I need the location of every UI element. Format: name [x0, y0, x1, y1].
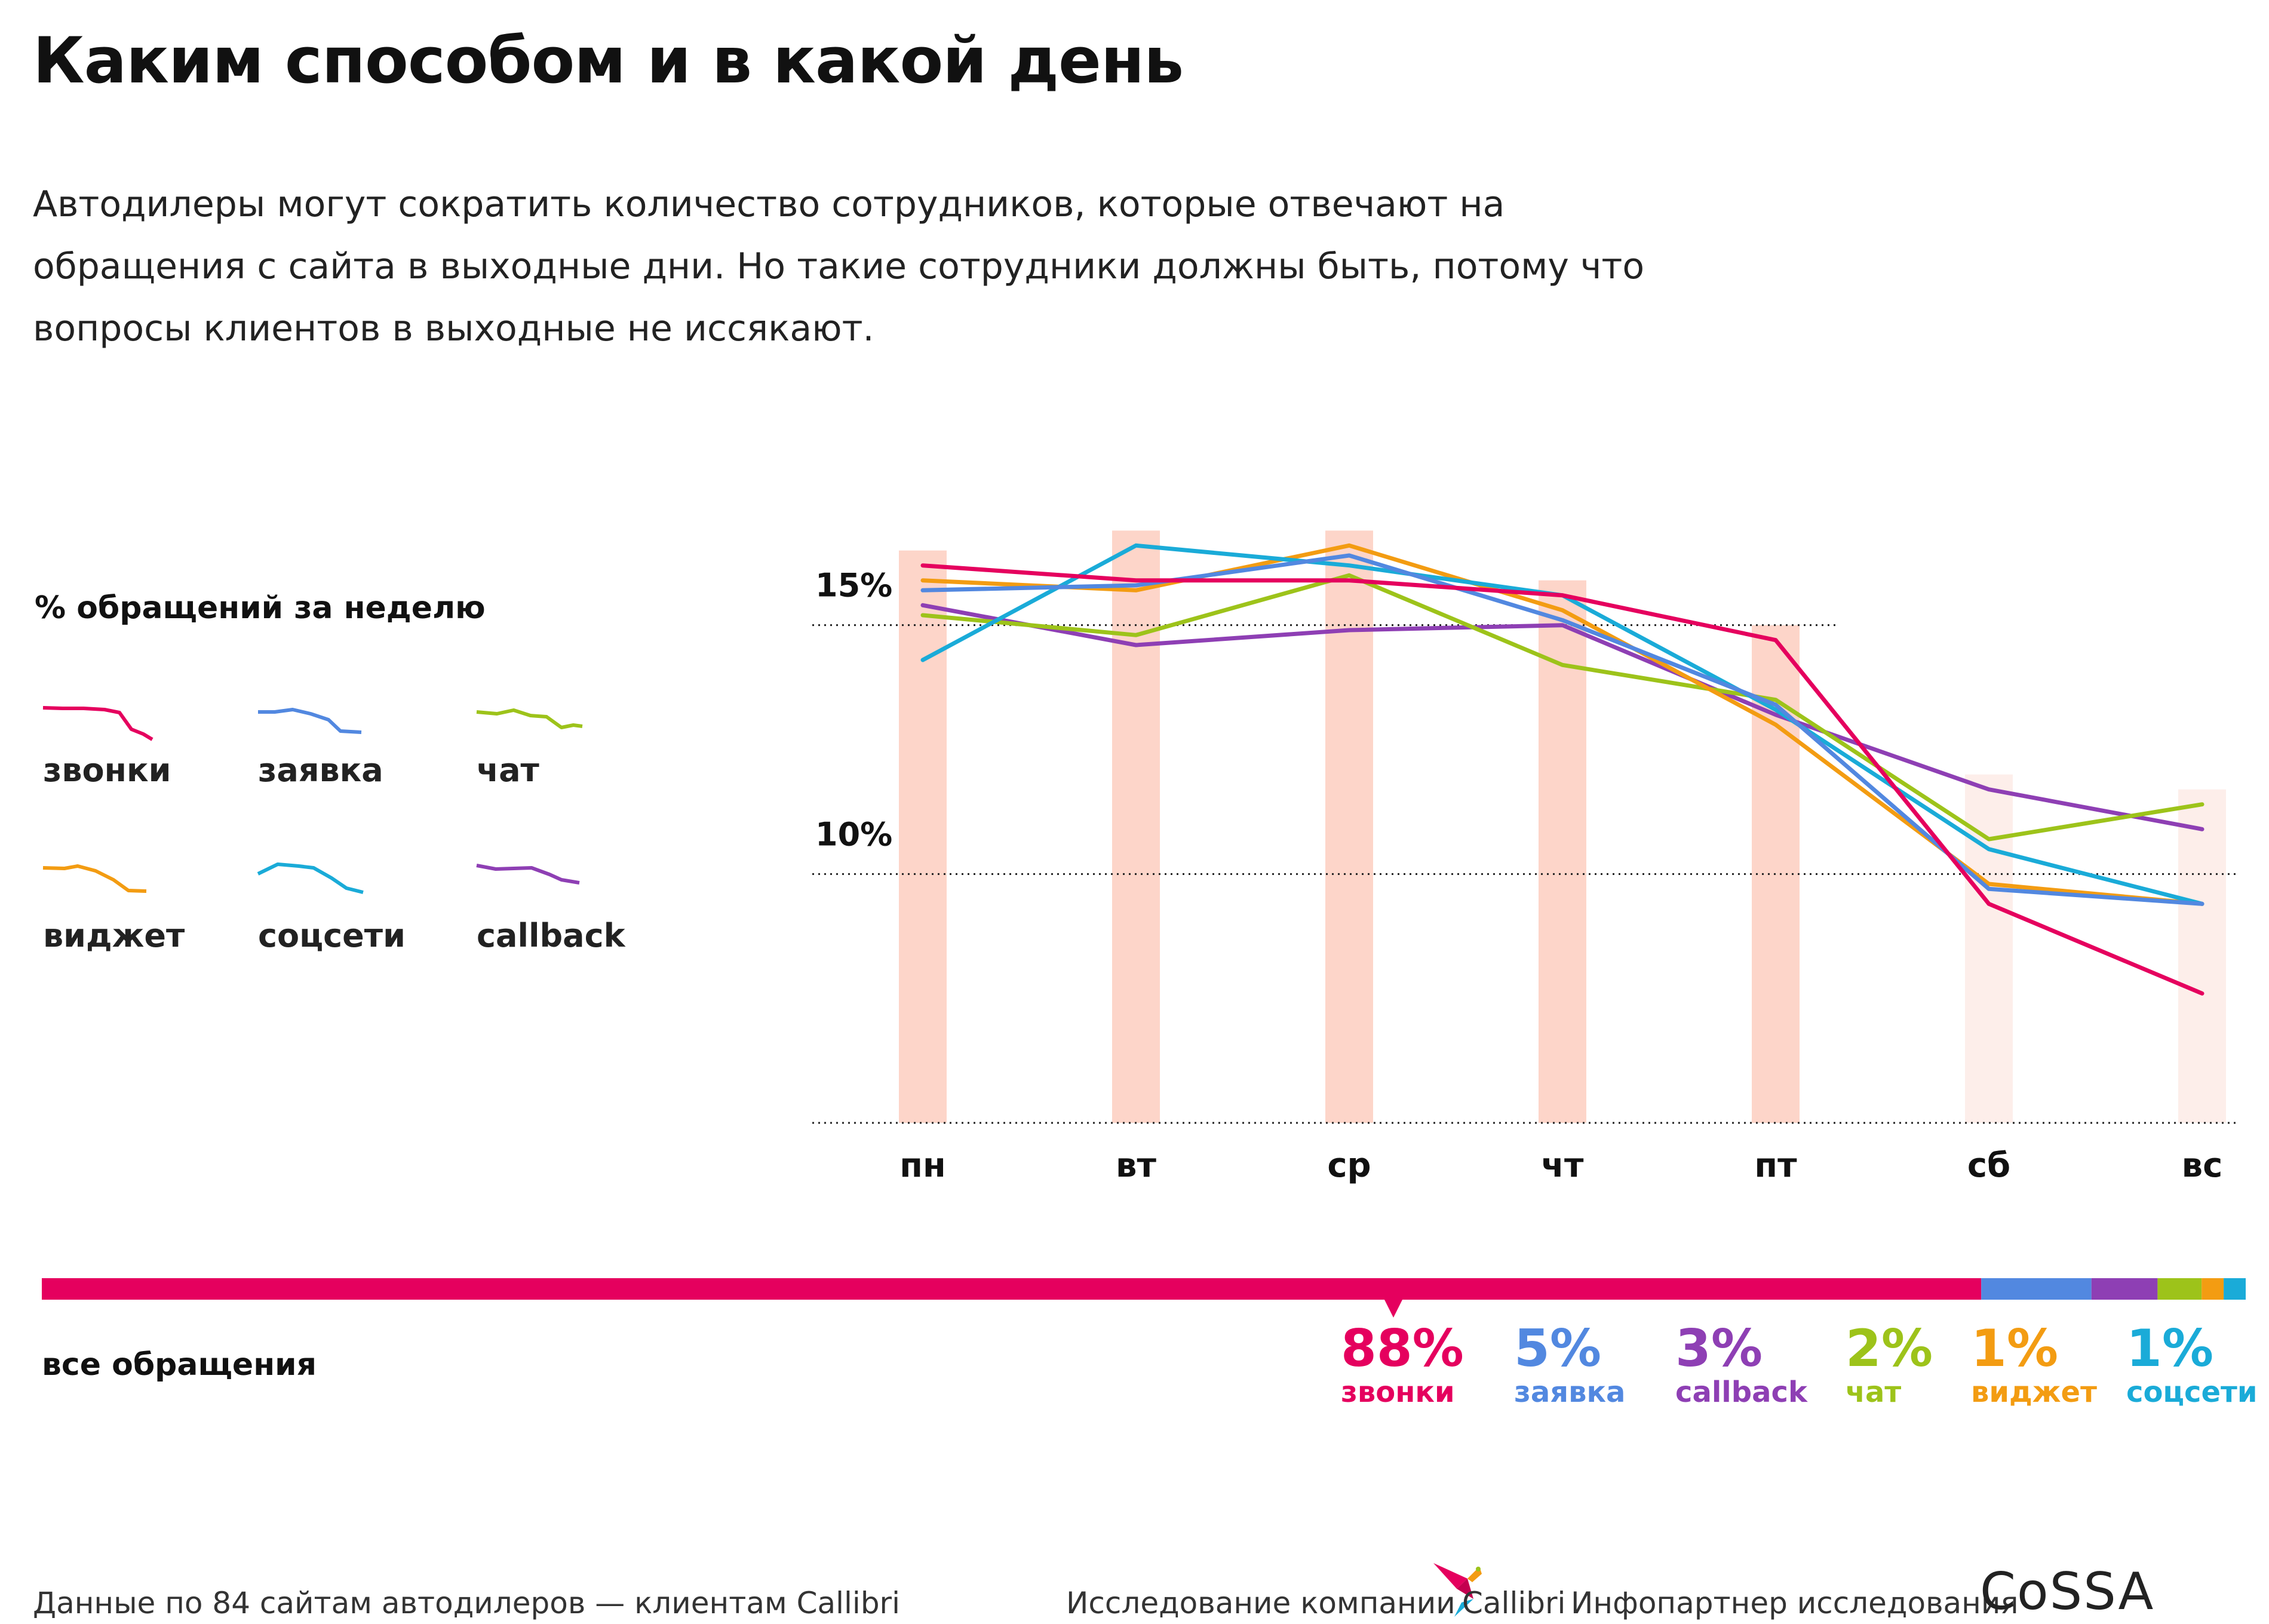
share-label: все обращения	[42, 1347, 317, 1383]
share-item-vidzhet: 1% виджет	[1971, 1323, 2097, 1407]
x-tick-label-1: вт	[1116, 1146, 1156, 1185]
legend-sparkline-zayavka	[258, 708, 362, 734]
grid-lines: 15% 10%	[812, 567, 2237, 1124]
y-tick-label-10: 10%	[815, 815, 892, 853]
share-name-callback: callback	[1675, 1376, 1807, 1409]
footer-partner: Инфопартнер исследования	[1571, 1586, 2019, 1620]
highlight-bars	[899, 530, 2226, 1123]
x-tick-label-4: пт	[1754, 1146, 1797, 1185]
day-highlight-bar-1	[1112, 530, 1160, 1123]
legend-label-callback: callback	[477, 917, 625, 954]
share-name-zvonki: звонки	[1341, 1376, 1455, 1409]
series-line-1	[920, 553, 2204, 906]
legend-label-chat: чат	[477, 751, 539, 789]
share-segment-0	[42, 1278, 1982, 1300]
legend-label-vidzhet: виджет	[43, 917, 185, 954]
legend-label-sotsseti: соцсети	[258, 917, 406, 954]
share-item-callback: 3% callback	[1675, 1323, 1807, 1407]
share-pct-zvonki: 88%	[1341, 1319, 1464, 1379]
share-item-zvonki: 88% звонки	[1341, 1323, 1464, 1407]
share-pointer	[1384, 1300, 1402, 1318]
legend-sparkline-callback	[476, 864, 580, 885]
share-bar	[42, 1278, 2246, 1318]
legend-sparkline-sotsseti	[257, 862, 364, 894]
share-name-zayavka: заявка	[1514, 1376, 1626, 1409]
share-pct-callback: 3%	[1675, 1319, 1763, 1379]
share-pct-zayavka: 5%	[1514, 1319, 1602, 1379]
legend-sparkline-vidzhet	[42, 864, 147, 893]
callibri-bird-icon	[1433, 1563, 1482, 1617]
x-tick-label-6: вс	[2182, 1146, 2223, 1185]
share-pct-sotsseti: 1%	[2126, 1319, 2214, 1379]
x-tick-label-2: ср	[1327, 1146, 1371, 1185]
share-pct-chat: 2%	[1846, 1319, 1933, 1379]
day-highlight-bar-6	[2178, 789, 2226, 1123]
share-segment-1	[1981, 1278, 2092, 1300]
share-segment-2	[2091, 1278, 2158, 1300]
footer-research: Исследование компании	[1066, 1586, 1456, 1620]
day-highlight-bar-5	[1965, 774, 2013, 1123]
x-tick-labels: пн вт ср чт пт сб вс	[899, 1146, 2222, 1185]
page-subtitle: Автодилеры могут сократить количество со…	[33, 183, 1645, 349]
day-highlight-bar-3	[1539, 580, 1586, 1123]
x-tick-label-0: пн	[899, 1146, 945, 1185]
series-lines	[920, 543, 2204, 996]
series-line-3	[920, 543, 2204, 906]
share-item-chat: 2% чат	[1846, 1323, 1933, 1407]
legend-title: % обращений за неделю	[35, 590, 486, 626]
x-tick-label-3: чт	[1542, 1146, 1584, 1185]
series-line-0	[920, 563, 2204, 996]
series-line-5	[920, 603, 2204, 831]
share-name-sotsseti: соцсети	[2126, 1376, 2258, 1409]
footer-source: Данные по 84 сайтам автодилеров — клиент…	[33, 1586, 901, 1620]
share-name-chat: чат	[1846, 1376, 1902, 1409]
day-highlight-bar-2	[1325, 530, 1373, 1123]
day-highlight-bar-0	[899, 550, 947, 1123]
page-title: Каким способом и в какой день	[33, 24, 1184, 97]
legend-label-zayavka: заявка	[258, 751, 383, 789]
legend-label-zvonki: звонки	[43, 751, 171, 789]
legend-sparklines	[42, 706, 583, 894]
share-name-vidzhet: виджет	[1971, 1376, 2097, 1409]
share-segment-3	[2157, 1278, 2202, 1300]
share-segment-4	[2202, 1278, 2224, 1300]
share-item-zayavka: 5% заявка	[1514, 1323, 1625, 1407]
legend-sparkline-chat	[476, 708, 583, 729]
share-pct-vidzhet: 1%	[1971, 1319, 2059, 1379]
series-line-2	[920, 573, 2204, 842]
y-tick-label-15: 15%	[815, 567, 892, 604]
x-tick-label-5: сб	[1967, 1146, 2010, 1185]
cossa-logo: CoSSA	[1980, 1562, 2155, 1622]
footer-company: Callibri	[1462, 1586, 1566, 1620]
legend-sparkline-zvonki	[42, 706, 153, 741]
share-segment-5	[2224, 1278, 2246, 1300]
share-item-sotsseti: 1% соцсети	[2126, 1323, 2257, 1407]
